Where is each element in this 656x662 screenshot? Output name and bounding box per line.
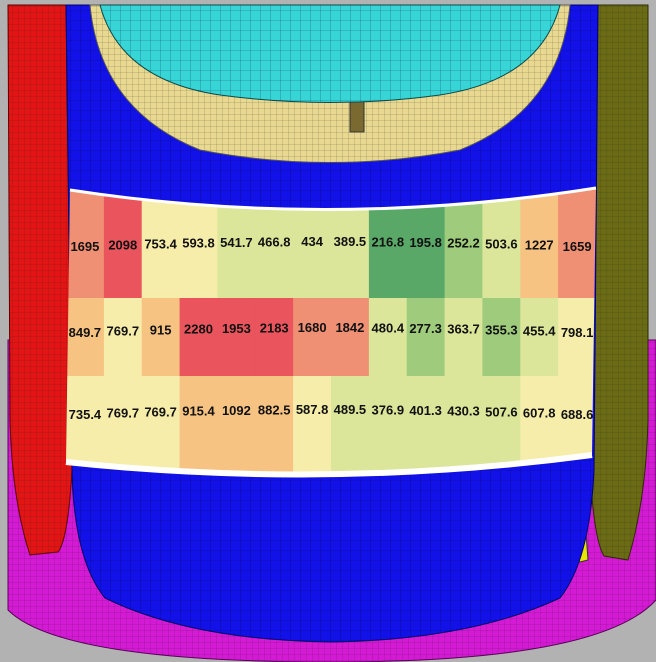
- heatmap-value-label: 363.7: [447, 322, 480, 337]
- heatmap-cell: [368, 298, 408, 376]
- heatmap-cell: [406, 376, 446, 475]
- heatmap-value-label: 753.4: [144, 237, 177, 252]
- heatmap-value-label: 252.2: [447, 236, 480, 251]
- heatmap-cell: [66, 188, 105, 298]
- heatmap-cell: [141, 298, 181, 376]
- heatmap-value-label: 2280: [184, 322, 213, 337]
- heatmap-value-label: 277.3: [409, 321, 442, 336]
- heatmap-value-label: 769.7: [144, 405, 177, 420]
- heatmap-value-label: 2183: [260, 320, 289, 335]
- heatmap-cell: [179, 376, 219, 475]
- heatmap-cell: [255, 376, 294, 475]
- heatmap-value-label: 915: [150, 323, 172, 338]
- cyan-dome-mesh: [100, 5, 560, 103]
- heatmap-value-label: 607.8: [523, 406, 556, 421]
- heatmap-value-label: 769.7: [107, 406, 140, 421]
- heatmap-cell: [66, 298, 105, 376]
- heatmap-value-label: 1227: [525, 238, 554, 253]
- heatmap-cell: [368, 376, 408, 475]
- heatmap-value-label: 915.4: [182, 404, 215, 419]
- heatmap-cell: [558, 188, 596, 298]
- heatmap-value-label: 389.5: [334, 234, 367, 249]
- band-bottom-edge: [65, 452, 593, 478]
- heatmap-cell: [520, 188, 559, 298]
- heatmap-value-label: 503.6: [485, 237, 518, 252]
- heatmap-cell: [293, 376, 332, 475]
- heatmap-cell: [482, 188, 521, 298]
- heatmap-value-label: 489.5: [334, 402, 367, 417]
- heatmap-cell: [103, 188, 143, 298]
- heatmap-cell: [482, 298, 521, 376]
- heatmap-value-label: 849.7: [69, 325, 102, 340]
- heatmap-value-label: 882.5: [258, 402, 291, 417]
- heatmap-value-label: 1092: [222, 403, 251, 418]
- heatmap-value-label: 430.3: [447, 404, 480, 419]
- heatmap-value-label: 2098: [108, 238, 137, 253]
- heatmap-value-label: 1659: [563, 239, 592, 254]
- heatmap-value-label: 195.8: [409, 235, 442, 250]
- heatmap-cell: [520, 298, 559, 376]
- heatmap-value-label: 1680: [298, 320, 327, 335]
- heatmap-cell: [255, 298, 294, 376]
- heatmap-cell: [444, 298, 484, 376]
- heatmap-value-labels: 1695 2098 753.4 593.8 541.7 466.8 434 389.5 216.…: [69, 234, 594, 422]
- red-pillar-mesh: [8, 5, 72, 555]
- heatmap-cell: [103, 298, 143, 376]
- heatmap-cell: [331, 298, 370, 376]
- heatmap-cell: [406, 298, 446, 376]
- heatmap-cell: [217, 376, 256, 475]
- magenta-ring-mesh: [8, 340, 656, 662]
- heatmap-value-label: 688.6: [561, 407, 594, 422]
- heatmap-value-label: 401.3: [409, 403, 442, 418]
- heatmap-cell: [331, 376, 370, 475]
- heatmap-cell: [444, 376, 484, 475]
- heatmap-value-label: 735.4: [69, 407, 102, 422]
- stress-heatmap-band: [66, 188, 596, 475]
- heatmap-cell: [141, 188, 181, 298]
- heatmap-cell: [558, 298, 596, 376]
- heatmap-cell: [141, 376, 181, 475]
- heatmap-value-label: 355.3: [485, 323, 518, 338]
- tan-bracket: [349, 99, 365, 133]
- heatmap-value-label: 593.8: [182, 236, 215, 251]
- band-top-edge: [69, 186, 597, 211]
- heatmap-value-label: 1842: [335, 320, 364, 335]
- heatmap-value-label: 480.4: [372, 320, 405, 335]
- heatmap-cell: [66, 376, 105, 475]
- heatmap-value-label: 1695: [70, 239, 99, 254]
- heatmap-value-label: 466.8: [258, 234, 291, 249]
- heatmap-value-label: 507.6: [485, 405, 518, 420]
- heatmap-value-label: 541.7: [220, 235, 253, 250]
- heatmap-value-label: 798.1: [561, 325, 594, 340]
- heatmap-value-label: 1953: [222, 321, 251, 336]
- heatmap-value-label: 587.8: [296, 402, 329, 417]
- heatmap-value-label: 216.8: [372, 234, 405, 249]
- heatmap-value-label: 455.4: [523, 324, 556, 339]
- heatmap-cell: [103, 376, 143, 475]
- heatmap-cell: [179, 298, 219, 376]
- heatmap-cell: [482, 376, 521, 475]
- heatmap-value-label: 376.9: [372, 402, 405, 417]
- heatmap-cell: [293, 298, 332, 376]
- heatmap-value-label: 434: [301, 234, 323, 249]
- olive-pillar-mesh: [590, 5, 648, 560]
- heatmap-value-label: 769.7: [107, 324, 140, 339]
- heatmap-cell: [217, 298, 256, 376]
